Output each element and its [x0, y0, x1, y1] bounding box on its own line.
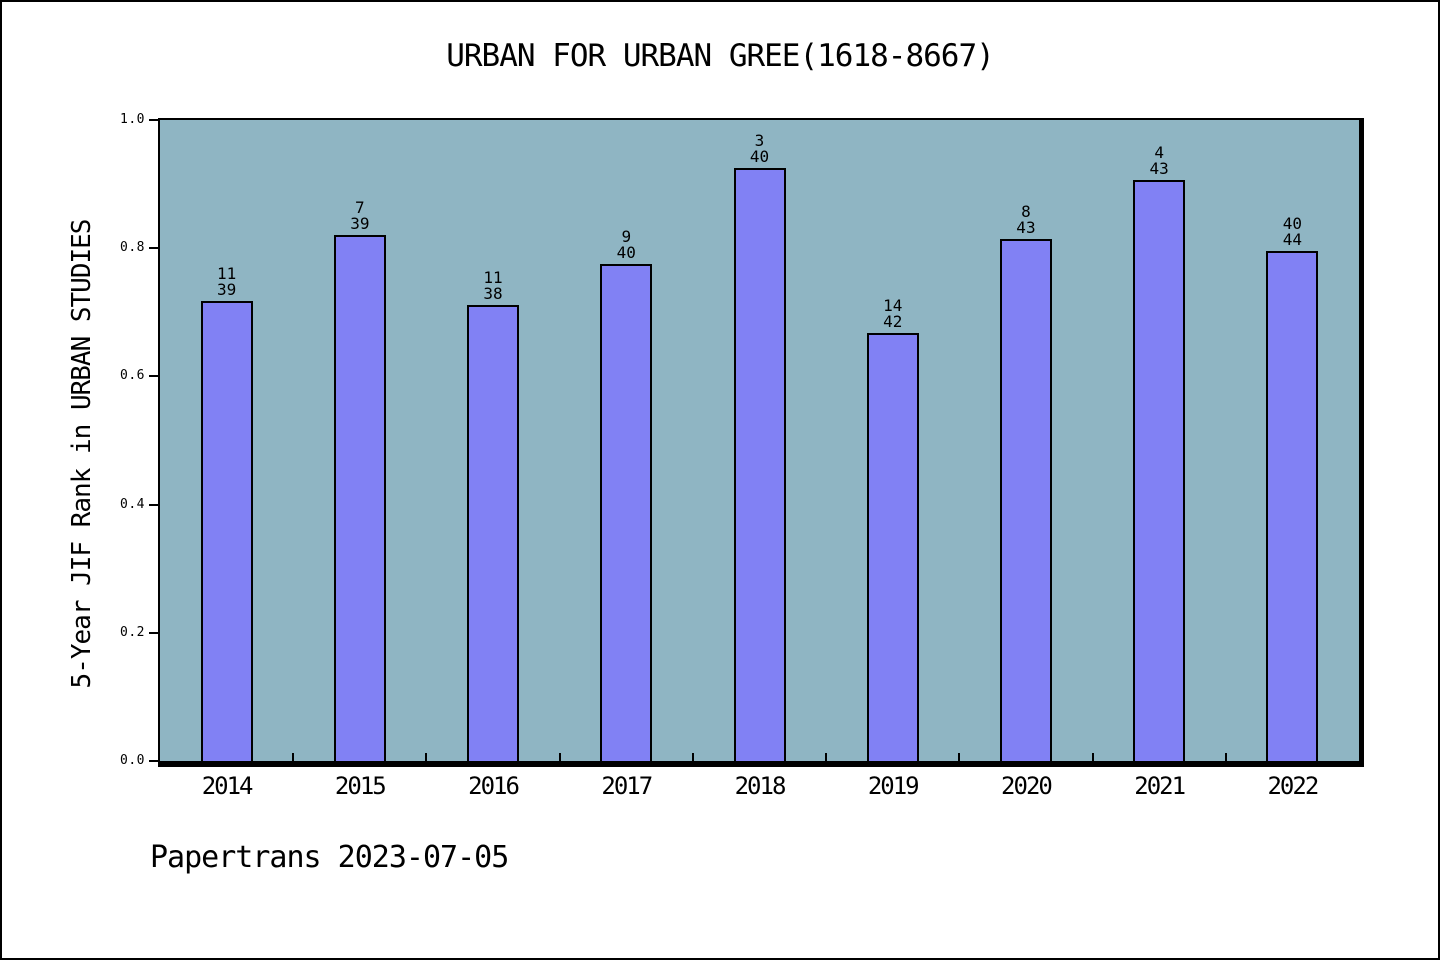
y-tick-mark [149, 760, 158, 762]
bar-total: 40 [749, 147, 770, 166]
bar-rank: 11 [483, 268, 503, 287]
bar [600, 264, 653, 761]
x-tick-mark [1091, 753, 1094, 761]
x-tick-mark [558, 753, 561, 761]
bar-rank: 40 [1282, 214, 1303, 233]
y-tick-mark [149, 503, 158, 506]
bar-value-label: 40 44 [1283, 216, 1302, 248]
bar-rank: 3 [754, 131, 765, 150]
plot-inner: 11 39 7 39 11 38 9 40 3 40 14 42 8 43 4 43 40 44 [160, 120, 1359, 761]
bar [333, 235, 386, 761]
y-tick-label: 0.4 [120, 496, 145, 512]
x-tick-label: 2019 [867, 772, 920, 800]
chart-title: URBAN FOR URBAN GREE(1618-8667) [446, 38, 995, 74]
x-tick-mark [691, 753, 694, 761]
y-tick-mark [149, 631, 158, 634]
bar-value-label: 9 40 [617, 229, 636, 261]
y-tick-label: 0.8 [120, 240, 145, 256]
x-tick-mark [425, 753, 428, 761]
x-tick-mark [292, 753, 295, 761]
x-tick-mark [958, 753, 961, 761]
bar-value-label: 11 38 [483, 270, 502, 302]
y-tick-label: 0.0 [120, 753, 145, 768]
bar [866, 333, 919, 761]
x-tick-label: 2022 [1267, 772, 1319, 800]
y-tick-mark [149, 375, 158, 378]
bar-rank: 9 [621, 227, 632, 246]
bar-total: 43 [1016, 218, 1036, 237]
footer-text: Papertrans 2023-07-05 [150, 840, 509, 875]
x-tick-label: 2016 [468, 772, 520, 800]
bar-total: 39 [216, 280, 237, 299]
y-tick-mark [149, 119, 158, 121]
bar-total: 39 [350, 214, 370, 233]
bar-value-label: 11 39 [217, 266, 236, 298]
bar-rank: 14 [883, 296, 903, 315]
bar-rank: 11 [216, 264, 237, 283]
bar-total: 42 [883, 312, 903, 331]
bar-total: 40 [616, 243, 636, 262]
bar-rank: 7 [355, 198, 365, 217]
y-tick-mark [149, 247, 158, 250]
bar-value-label: 3 40 [750, 133, 769, 165]
bar-total: 38 [483, 284, 503, 303]
x-tick-label: 2020 [1001, 772, 1053, 800]
bar-value-label: 8 43 [1016, 204, 1035, 236]
bar [733, 168, 786, 761]
bar-value-label: 4 43 [1150, 145, 1169, 177]
bar [999, 239, 1052, 761]
bar-value-label: 7 39 [350, 200, 369, 232]
x-tick-label: 2014 [201, 772, 254, 800]
bar-total: 43 [1149, 159, 1169, 178]
bar-value-label: 14 42 [883, 298, 902, 330]
x-tick-label: 2018 [734, 772, 787, 800]
bar-rank: 8 [1021, 202, 1031, 221]
bar [200, 301, 253, 761]
plot-area: 11 39 7 39 11 38 9 40 3 40 14 42 8 43 4 43 40 44 [158, 118, 1364, 767]
bar [467, 305, 520, 761]
y-tick-label: 0.2 [120, 624, 145, 640]
bar-total: 44 [1282, 230, 1303, 249]
x-tick-mark [1224, 753, 1227, 761]
x-tick-label: 2021 [1134, 772, 1186, 800]
y-tick-label: 1.0 [120, 112, 145, 127]
y-axis-label: 5-Year JIF Rank in URBAN STUDIES [67, 219, 97, 689]
x-tick-label: 2017 [601, 772, 653, 800]
x-tick-label: 2015 [334, 772, 387, 800]
bar-rank: 4 [1154, 143, 1164, 162]
y-tick-label: 0.6 [120, 368, 145, 384]
bar [1133, 180, 1186, 761]
bar [1266, 251, 1319, 761]
x-tick-mark [825, 753, 828, 761]
